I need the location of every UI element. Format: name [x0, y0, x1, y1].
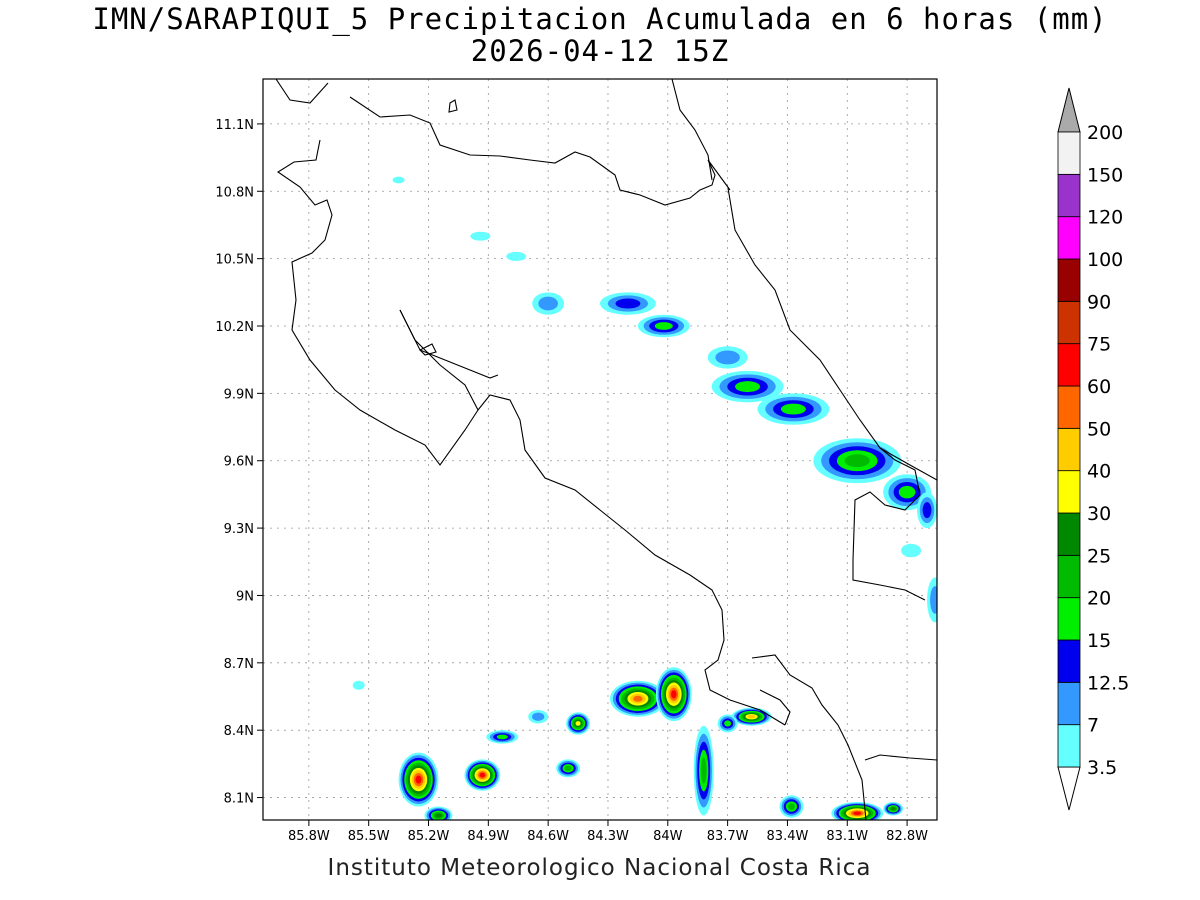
colorbar-swatch	[1057, 385, 1081, 429]
precip-contour	[633, 695, 643, 702]
precip-contour	[564, 765, 572, 771]
colorbar-swatch	[1057, 131, 1081, 175]
precip-contour	[415, 775, 422, 784]
lat-tick-label: 9.3N	[224, 522, 254, 537]
lat-tick-label: 9.9N	[224, 387, 254, 402]
colorbar-under-arrow	[1057, 766, 1081, 811]
longitude-ticks: 85.8W 85.5W 85.2W 84.9W 84.6W 84.3W 84W 83.7W 83…	[288, 820, 928, 844]
lon-tick-label: 83.7W	[707, 829, 749, 844]
lon-tick-label: 83.1W	[826, 829, 868, 844]
colorbar-swatch	[1057, 258, 1081, 302]
colorbar-label: 200	[1087, 122, 1123, 144]
precip-contour	[922, 502, 932, 519]
colorbar-label: 150	[1087, 164, 1123, 186]
precip-contour	[724, 720, 732, 727]
lon-tick-label: 84.9W	[467, 829, 509, 844]
lon-tick-label: 83.4W	[767, 829, 809, 844]
colorbar-label: 30	[1087, 503, 1111, 525]
precip-contour	[735, 381, 761, 393]
colorbar: 3.5 7 12.5 15 20 25 30 40 50 60 75 90 100 120 150 200	[1057, 87, 1129, 811]
precip-contour	[715, 350, 740, 365]
precip-contour	[853, 811, 862, 815]
latitude-ticks: 11.1N 10.8N 10.5N 10.2N 9.9N 9.6N 9.3N 9N 8.7N 8.…	[215, 118, 263, 807]
colorbar-swatch	[1057, 300, 1081, 345]
colorbar-over-arrow	[1057, 87, 1081, 133]
precip-contour	[788, 803, 795, 810]
colorbar-swatch	[1057, 173, 1081, 218]
colorbar-label: 75	[1087, 334, 1111, 356]
colorbar-label: 7	[1087, 715, 1099, 737]
precip-contour	[890, 807, 896, 811]
colorbar-label: 12.5	[1087, 672, 1129, 694]
lat-tick-label: 10.2N	[215, 320, 254, 335]
colorbar-label: 20	[1087, 588, 1111, 610]
map-subtitle: 2026-04-12 15Z	[470, 34, 730, 68]
precip-contour	[780, 403, 806, 415]
precipitation-cells	[352, 176, 937, 820]
colorbar-swatch	[1057, 470, 1081, 514]
lat-tick-label: 9.6N	[224, 455, 254, 470]
lon-tick-label: 85.5W	[348, 829, 390, 844]
colorbar-label: 40	[1087, 461, 1111, 483]
precip-contour	[575, 721, 581, 726]
lat-tick-label: 11.1N	[215, 118, 254, 133]
precip-contour	[352, 680, 365, 690]
colorbar-swatch	[1057, 216, 1081, 260]
lon-tick-label: 84.6W	[527, 829, 569, 844]
colorbar-swatch	[1057, 639, 1081, 683]
colorbar-swatch	[1057, 554, 1081, 599]
precip-contour	[532, 712, 545, 721]
colorbar-label: 90	[1087, 291, 1111, 313]
precip-contour	[654, 322, 673, 330]
colorbar-swatch	[1057, 681, 1081, 726]
lat-tick-label: 9N	[236, 589, 254, 604]
lon-tick-label: 85.2W	[408, 829, 450, 844]
precip-contour	[496, 734, 508, 740]
colorbar-label: 100	[1087, 249, 1123, 271]
colorbar-label: 3.5	[1087, 757, 1117, 779]
precip-contour	[538, 296, 558, 311]
lon-tick-label: 85.8W	[288, 829, 330, 844]
lat-tick-label: 10.8N	[215, 185, 254, 200]
colorbar-label: 50	[1087, 418, 1111, 440]
map-title: IMN/SARAPIQUI_5 Precipitacion Acumulada …	[92, 2, 1108, 36]
precip-contour	[671, 690, 677, 699]
precip-contour	[615, 298, 641, 309]
colorbar-label: 120	[1087, 207, 1123, 229]
precip-contour	[392, 176, 405, 184]
precip-contour	[479, 772, 486, 778]
colorbar-swatch	[1057, 427, 1081, 472]
footer-credit: Instituto Meteorologico Nacional Costa R…	[327, 855, 872, 881]
lon-tick-label: 84W	[653, 829, 683, 844]
coastlines-borders	[275, 79, 937, 820]
lon-tick-label: 84.3W	[587, 829, 629, 844]
colorbar-swatch	[1057, 597, 1081, 641]
lon-tick-label: 82.8W	[886, 829, 928, 844]
precip-contour	[898, 485, 916, 499]
colorbar-swatch	[1057, 724, 1081, 768]
colorbar-label: 60	[1087, 376, 1111, 398]
colorbar-swatch	[1057, 512, 1081, 556]
precip-contour	[506, 251, 527, 261]
plot-frame	[262, 78, 938, 821]
precip-contour	[700, 757, 707, 784]
colorbar-label: 15	[1087, 630, 1111, 652]
lat-tick-label: 8.4N	[224, 724, 254, 739]
precip-contour	[844, 454, 870, 468]
colorbar-swatch	[1057, 343, 1081, 387]
colorbar-label: 25	[1087, 545, 1111, 567]
lat-tick-label: 8.1N	[224, 792, 254, 807]
lat-tick-label: 10.5N	[215, 253, 254, 268]
precip-contour	[747, 715, 756, 719]
precip-contour	[930, 586, 937, 614]
precip-contour	[901, 543, 922, 558]
lat-tick-label: 8.7N	[224, 657, 254, 672]
precip-contour	[470, 231, 491, 241]
precip-contour	[435, 813, 442, 818]
